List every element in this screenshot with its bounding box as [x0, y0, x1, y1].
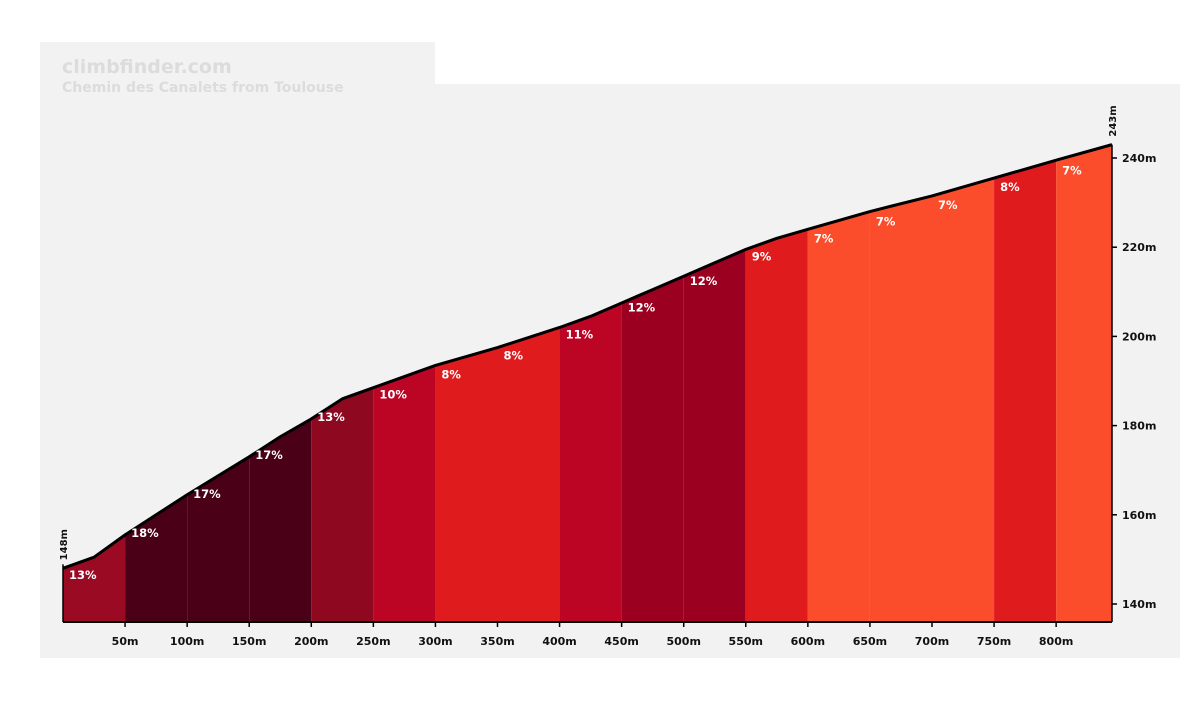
grade-label-1: 13%: [69, 568, 97, 582]
grade-segment-12: [745, 229, 808, 623]
y-tick-label-240: 240m: [1122, 152, 1156, 165]
grade-segment-14: [869, 195, 932, 622]
grade-segment-5: [311, 387, 374, 622]
grade-segment-16: [994, 160, 1057, 623]
grade-label-11: 12%: [690, 274, 718, 288]
x-tick-label-800: 800m: [1039, 635, 1073, 648]
grade-label-8: 8%: [503, 349, 523, 363]
climb-title: Chemin des Canalets from Toulouse: [62, 80, 344, 96]
grade-label-10: 12%: [628, 301, 656, 315]
y-tick-label-220: 220m: [1122, 241, 1156, 254]
grade-label-14: 7%: [876, 215, 896, 229]
grade-segment-10: [621, 276, 684, 622]
x-tick-label-700: 700m: [915, 635, 949, 648]
grade-segment-4: [249, 418, 312, 622]
grade-label-5: 13%: [317, 410, 345, 424]
x-tick-label-400: 400m: [542, 635, 576, 648]
y-tick-label-160: 160m: [1122, 509, 1156, 522]
grade-segment-3: [187, 456, 250, 622]
grade-label-12: 9%: [752, 249, 772, 263]
grade-segment-8: [497, 327, 560, 622]
site-name: climbfinder.com: [62, 56, 232, 78]
y-tick-label-140: 140m: [1122, 598, 1156, 611]
grade-segment-9: [559, 302, 622, 622]
grade-segment-6: [373, 365, 436, 622]
grade-segment-11: [683, 249, 746, 622]
y-tick-label-200: 200m: [1122, 330, 1156, 343]
grade-segment-1: [63, 534, 126, 622]
grade-segment-7: [435, 347, 498, 622]
x-tick-label-650: 650m: [853, 635, 887, 648]
grade-label-7: 8%: [441, 367, 461, 381]
x-tick-label-150: 150m: [232, 635, 266, 648]
x-tick-label-750: 750m: [977, 635, 1011, 648]
grade-label-9: 11%: [566, 327, 594, 341]
grade-label-4: 17%: [255, 448, 283, 462]
x-tick-label-100: 100m: [170, 635, 204, 648]
x-tick-label-350: 350m: [480, 635, 514, 648]
grade-label-2: 18%: [131, 526, 159, 540]
x-tick-label-550: 550m: [729, 635, 763, 648]
grade-label-15: 7%: [938, 198, 958, 212]
x-tick-label-500: 500m: [666, 635, 700, 648]
x-tick-label-200: 200m: [294, 635, 328, 648]
profile-line: [62, 143, 1113, 570]
x-tick-label-250: 250m: [356, 635, 390, 648]
x-tick-label-50: 50m: [112, 635, 139, 648]
start-elevation-label: 148m: [59, 529, 70, 560]
grade-label-3: 17%: [193, 487, 221, 501]
end-elevation-label: 243m: [1108, 105, 1119, 136]
grade-label-13: 7%: [814, 231, 834, 245]
grade-label-16: 8%: [1000, 180, 1020, 194]
x-tick-label-300: 300m: [418, 635, 452, 648]
grade-label-6: 10%: [379, 388, 407, 402]
grade-segment-15: [931, 178, 995, 622]
grade-segment-17: [1056, 144, 1112, 622]
grade-label-17: 7%: [1062, 163, 1082, 177]
x-tick-label-450: 450m: [604, 635, 638, 648]
x-tick-label-600: 600m: [791, 635, 825, 648]
y-tick-label-180: 180m: [1122, 420, 1156, 433]
header-panel: climbfinder.com Chemin des Canalets from…: [40, 42, 435, 134]
grade-segment-13: [807, 211, 870, 622]
